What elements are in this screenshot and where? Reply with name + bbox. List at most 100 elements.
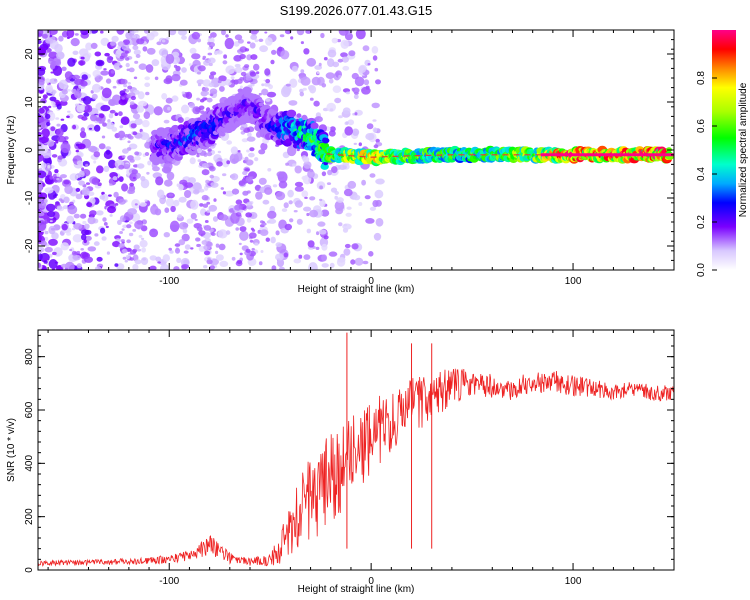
noise-speckle [222,191,226,195]
noise-speckle [176,257,182,263]
noise-speckle [181,67,187,73]
noise-speckle [319,185,323,190]
noise-speckle [354,76,365,87]
colorbar-ticks: 0.0 0.2 0.4 0.6 0.8 [696,71,717,277]
noise-speckle [107,119,111,123]
noise-speckle [364,195,371,200]
noise-speckle [261,88,269,96]
noise-speckle [71,250,77,256]
noise-speckle [321,243,328,251]
noise-speckle [266,91,277,98]
noise-speckle [166,37,170,40]
noise-speckle [352,87,360,94]
noise-speckle [325,72,335,79]
noise-speckle [105,121,115,130]
noise-speckle [127,82,131,85]
noise-streak [196,154,200,158]
noise-speckle [246,217,252,223]
colorbar-tick-label: 0.2 [696,215,707,229]
noise-speckle [181,233,190,242]
noise-speckle [149,265,157,270]
spectrogram-y-label: Frequency (Hz) [6,116,17,185]
noise-speckle [131,212,141,222]
noise-speckle [56,51,65,60]
noise-speckle [178,222,189,230]
noise-speckle [190,199,199,210]
noise-speckle [287,145,297,157]
noise-streak [202,97,207,101]
noise-speckle [196,79,205,85]
noise-speckle [54,43,63,53]
noise-streak [117,41,125,47]
noise-speckle [70,38,80,47]
colorbar-tick-label: 0.0 [696,263,707,277]
noise-streak [208,165,216,172]
noise-streak [237,49,241,53]
noise-speckle [76,104,85,113]
noise-speckle [253,63,260,71]
noise-streak [124,50,129,54]
noise-speckle [100,70,109,76]
noise-speckle [373,144,379,149]
noise-speckle [89,197,96,205]
noise-speckle [375,178,385,185]
noise-speckle [95,59,105,67]
noise-speckle [177,214,183,219]
noise-speckle [255,191,263,200]
noise-streak [197,159,202,163]
noise-speckle [49,96,57,102]
noise-speckle [190,212,197,220]
ridge-blob [220,132,226,137]
noise-speckle [94,51,102,57]
noise-speckle [60,263,68,268]
noise-speckle [174,247,181,254]
noise-speckle [213,198,217,202]
noise-speckle [246,136,256,142]
noise-speckle [188,63,192,67]
noise-speckle [218,75,227,82]
noise-speckle [190,247,194,250]
noise-speckle [278,180,288,189]
noise-speckle [116,30,125,35]
noise-speckle [258,38,264,42]
noise-streak [131,169,138,175]
noise-speckle [120,239,125,243]
noise-streak [245,75,252,81]
noise-speckle [326,102,337,112]
noise-speckle [75,149,80,153]
noise-streak [236,259,243,264]
noise-speckle [365,218,375,224]
noise-speckle [58,35,64,42]
noise-speckle [342,223,352,230]
noise-speckle [178,239,186,246]
noise-speckle [151,59,160,67]
noise-speckle [138,100,148,107]
noise-speckle [345,91,350,95]
noise-speckle [302,87,307,91]
noise-speckle [194,218,198,221]
noise-speckle [46,140,55,147]
noise-speckle [344,243,351,249]
noise-streak [206,97,213,103]
noise-speckle [315,246,320,250]
noise-speckle [75,193,83,200]
noise-speckle [358,142,362,147]
noise-speckle [100,104,111,112]
noise-speckle [347,119,355,126]
noise-speckle [141,237,145,240]
noise-speckle [62,205,68,210]
noise-streak [119,125,124,129]
noise-speckle [355,30,366,40]
x-tick-label: -100 [159,576,179,587]
noise-speckle [275,230,280,236]
noise-speckle [112,85,117,89]
noise-speckle [38,67,46,76]
noise-speckle [108,113,114,119]
noise-speckle [337,58,343,63]
noise-speckle [198,188,205,193]
noise-streak [209,88,218,95]
noise-speckle [267,168,272,172]
y-tick-label: 0 [24,567,35,573]
noise-speckle [299,91,304,97]
